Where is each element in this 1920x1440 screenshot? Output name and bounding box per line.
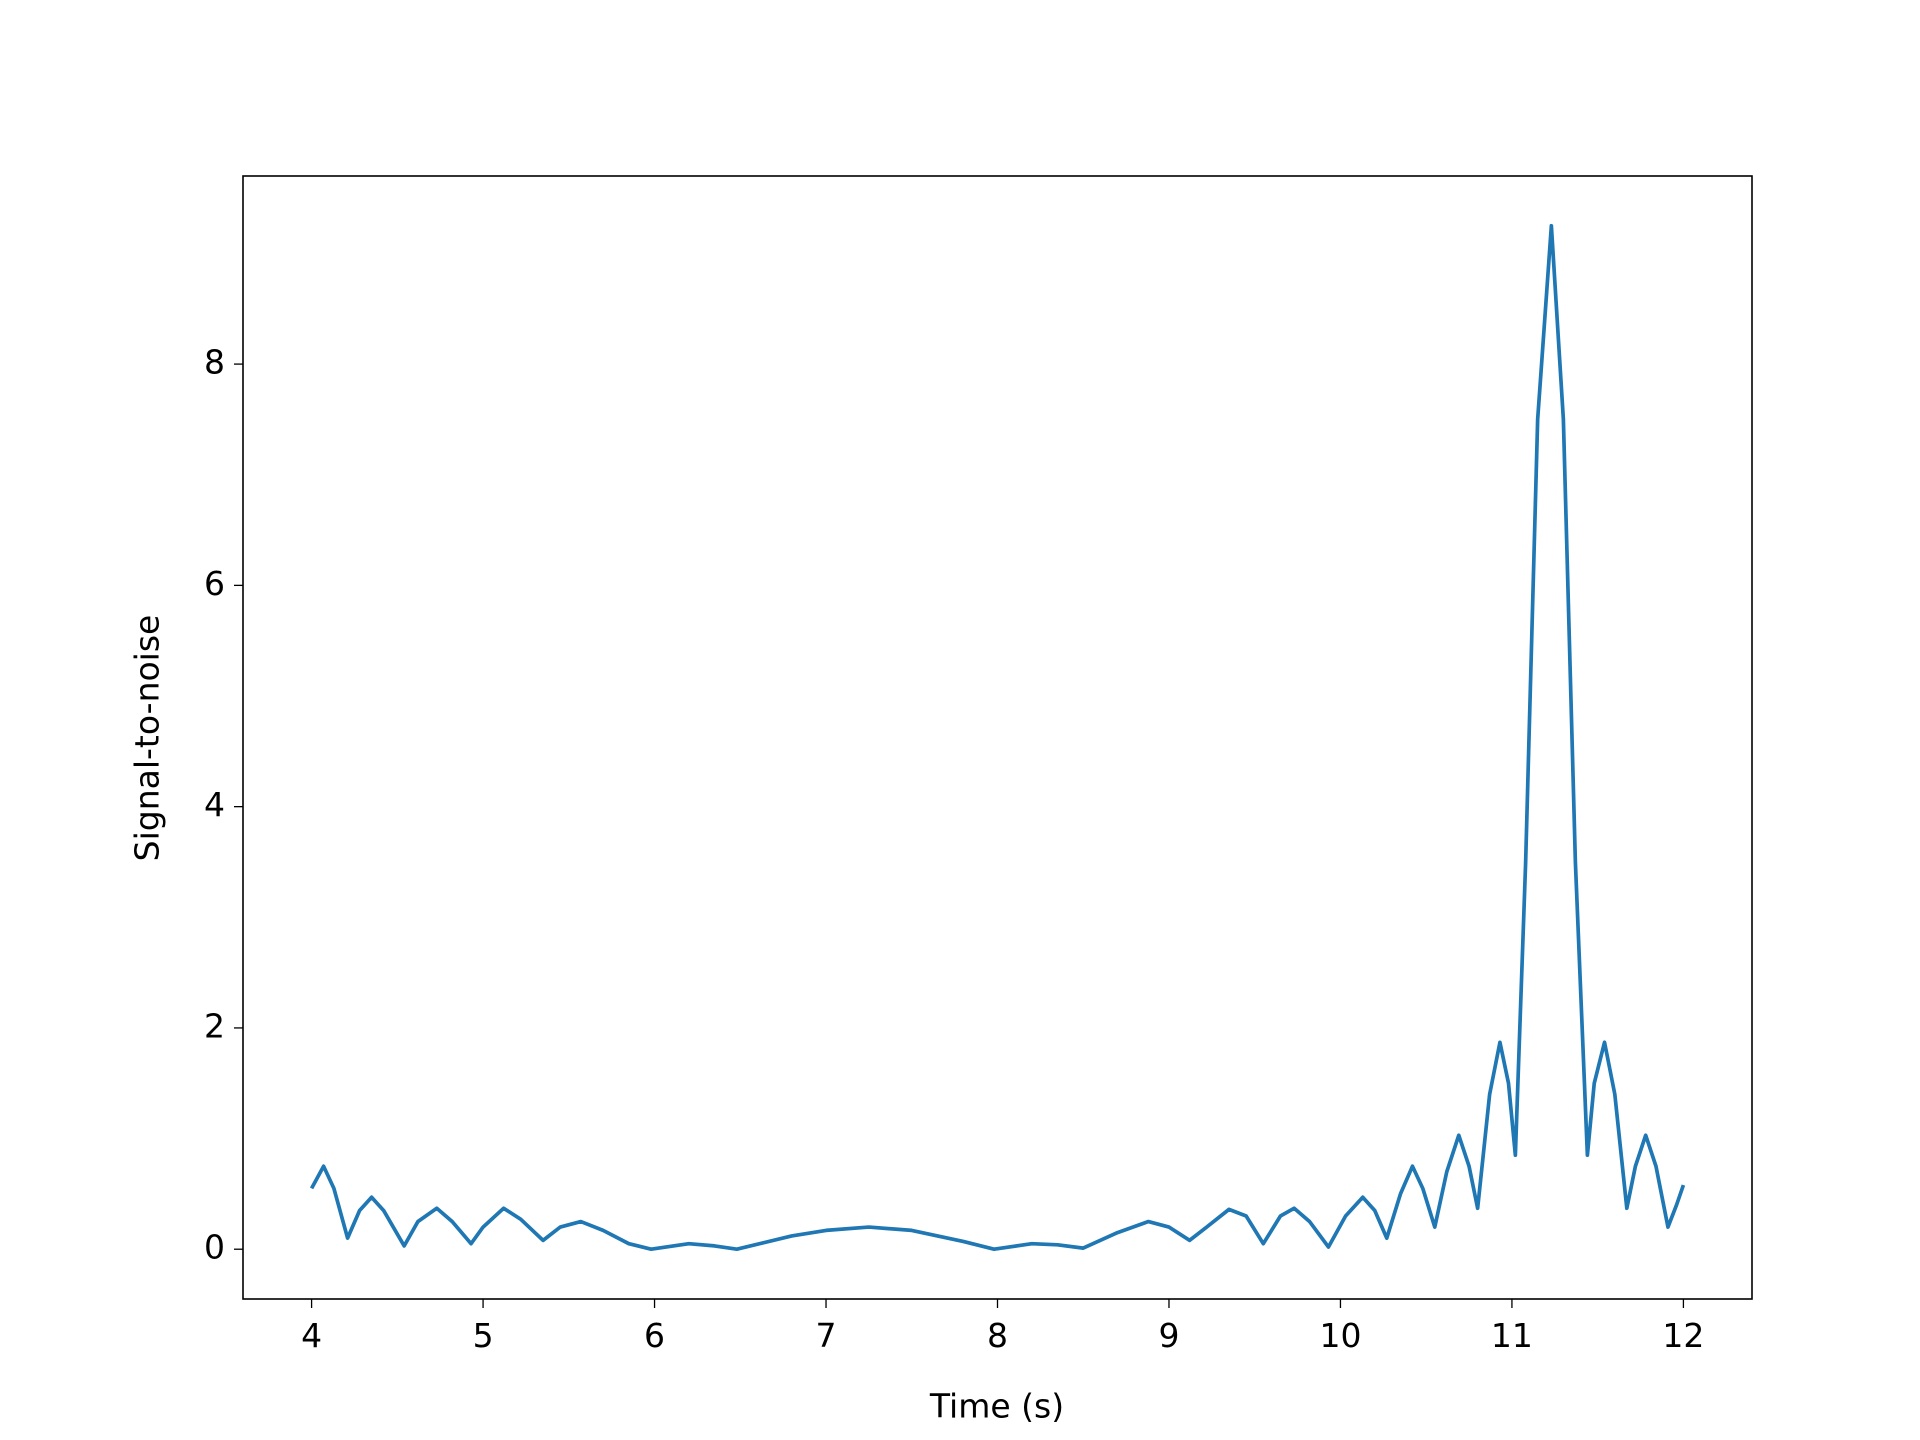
plot-frame (242, 175, 1753, 1300)
y-tick-label: 0 (204, 1228, 225, 1267)
y-tick-label: 8 (204, 343, 225, 382)
x-tick-label: 11 (1491, 1316, 1533, 1355)
x-tick-label: 8 (987, 1316, 1008, 1355)
x-axis-label: Time (s) (929, 1387, 1064, 1426)
x-tick-label: 7 (816, 1316, 837, 1355)
x-tick-label: 6 (644, 1316, 665, 1355)
data-line (309, 223, 1686, 1252)
x-tick-label: 4 (301, 1316, 322, 1355)
y-tick-label: 4 (204, 785, 225, 824)
x-tick-label: 9 (1158, 1316, 1179, 1355)
x-tick-label: 10 (1319, 1316, 1361, 1355)
y-axis-label: Signal-to-noise (128, 615, 167, 862)
x-tick-label: 12 (1662, 1316, 1704, 1355)
x-tick-label: 5 (473, 1316, 494, 1355)
y-tick-label: 2 (204, 1006, 225, 1045)
y-tick-label: 6 (204, 564, 225, 603)
